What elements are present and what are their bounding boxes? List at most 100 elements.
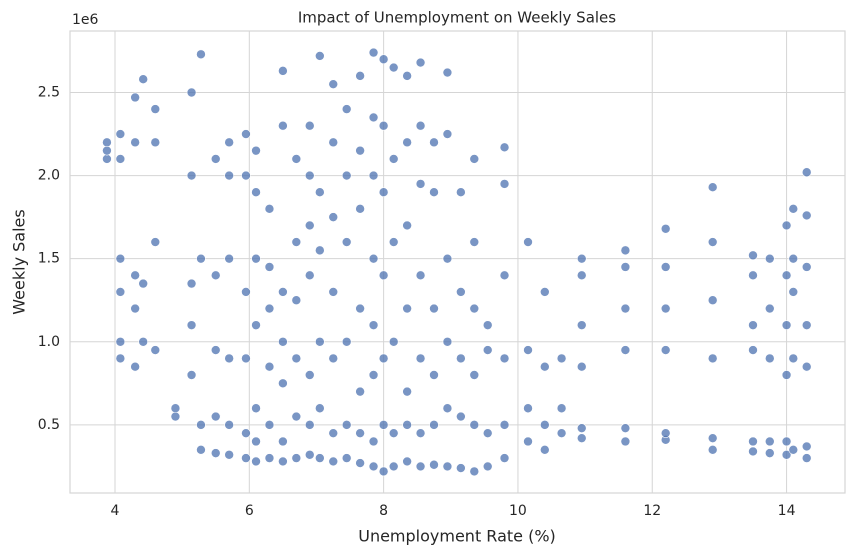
point <box>748 270 758 281</box>
point <box>328 456 339 467</box>
point <box>170 411 181 422</box>
point <box>304 420 315 430</box>
point <box>456 353 466 364</box>
point <box>196 253 206 264</box>
point <box>781 436 792 447</box>
point <box>130 361 140 372</box>
point <box>402 71 412 81</box>
point <box>138 336 149 347</box>
point <box>456 187 466 198</box>
point <box>304 449 315 460</box>
point <box>341 336 352 347</box>
point <box>388 336 399 347</box>
point <box>328 212 339 222</box>
point <box>264 204 275 214</box>
point <box>748 436 758 447</box>
point <box>278 287 288 297</box>
point <box>707 444 718 455</box>
point <box>210 448 221 458</box>
point <box>429 303 439 314</box>
point <box>748 320 758 330</box>
point <box>378 353 389 364</box>
point <box>523 436 533 447</box>
point <box>482 345 493 355</box>
point <box>415 353 426 364</box>
point <box>264 303 275 314</box>
point <box>781 370 792 380</box>
point <box>355 204 365 214</box>
point <box>788 444 799 455</box>
point <box>764 448 775 458</box>
y-tick-label: 1.5 <box>38 251 60 267</box>
point <box>368 253 379 264</box>
point <box>130 303 140 314</box>
point <box>788 253 799 264</box>
point <box>415 179 426 189</box>
point <box>241 353 251 364</box>
point <box>304 120 315 131</box>
point <box>620 436 631 447</box>
point <box>388 237 399 247</box>
point <box>707 353 718 364</box>
point <box>241 428 251 438</box>
point <box>278 436 288 447</box>
point <box>341 170 352 181</box>
point <box>442 461 453 472</box>
point <box>368 112 379 123</box>
point <box>224 420 234 430</box>
point <box>328 79 339 89</box>
point <box>482 428 493 438</box>
point <box>355 145 365 156</box>
point <box>540 444 550 455</box>
point <box>499 142 510 153</box>
point <box>660 345 671 355</box>
point <box>469 420 480 430</box>
point <box>378 466 389 477</box>
point <box>781 320 792 330</box>
point <box>251 403 261 414</box>
point <box>378 120 389 131</box>
point <box>429 137 439 148</box>
point <box>378 187 389 198</box>
point <box>576 423 587 433</box>
point <box>186 170 197 181</box>
point <box>402 137 412 148</box>
point <box>801 453 812 463</box>
point <box>556 353 567 364</box>
point <box>620 262 631 272</box>
point <box>402 386 412 397</box>
point <box>368 320 379 330</box>
point <box>241 453 251 463</box>
point <box>315 245 325 256</box>
point <box>499 270 510 281</box>
point <box>764 303 775 314</box>
point <box>315 51 325 61</box>
point <box>150 345 161 355</box>
point <box>368 170 379 181</box>
point <box>304 270 315 281</box>
point <box>251 187 261 198</box>
point <box>801 361 812 372</box>
point <box>115 253 126 264</box>
point <box>388 154 399 164</box>
point <box>251 320 261 330</box>
point <box>328 137 339 148</box>
point <box>748 345 758 355</box>
point <box>801 441 812 452</box>
point <box>620 303 631 314</box>
point <box>186 370 197 380</box>
point <box>402 456 412 467</box>
point <box>540 420 550 430</box>
point <box>415 461 426 472</box>
point <box>291 353 302 364</box>
point <box>196 420 206 430</box>
point <box>707 182 718 193</box>
point <box>264 262 275 272</box>
point <box>355 303 365 314</box>
point <box>499 353 510 364</box>
point <box>556 403 567 414</box>
point <box>138 74 149 84</box>
y-tick-label: 0.5 <box>38 417 60 433</box>
point <box>291 237 302 247</box>
point <box>442 67 453 78</box>
